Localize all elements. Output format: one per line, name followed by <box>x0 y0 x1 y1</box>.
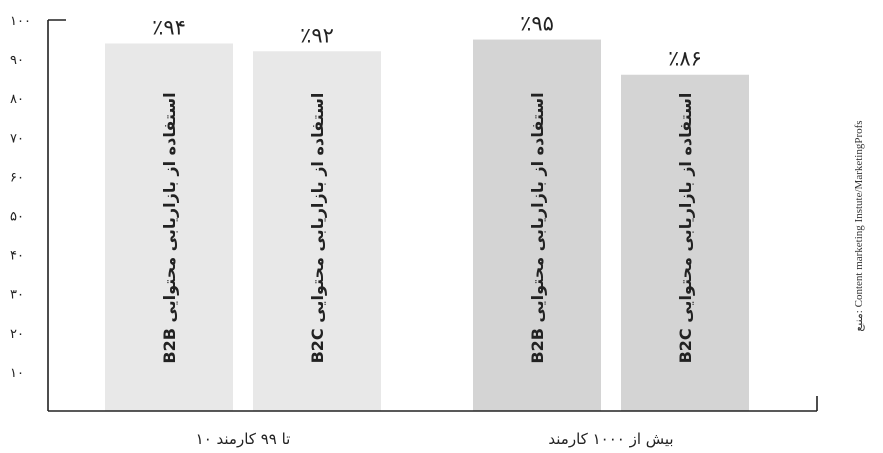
y-tick-label: ۹۰ <box>10 53 24 68</box>
bar-value-label: ٪۸۶ <box>668 47 702 71</box>
bar-value-label: ٪۹۴ <box>152 15 186 39</box>
y-tick-label: ۵۰ <box>10 210 24 225</box>
group-label: ۱۰ تا ۹۹ کارمند <box>196 430 291 448</box>
group-label: بیش از ۱۰۰۰ کارمند <box>548 430 673 448</box>
bar-inner-label: B2B استفاده از بازاریابی محتوایی <box>528 92 547 363</box>
bars <box>105 39 749 412</box>
y-tick-label: ۳۰ <box>10 288 24 303</box>
source-note: منبع: Content marketing Instute/Marketin… <box>853 120 865 331</box>
y-tick-label: ۴۰ <box>10 249 24 264</box>
y-tick-label: ۶۰ <box>10 170 24 185</box>
bar <box>105 43 233 412</box>
bar-value-label: ٪۹۵ <box>520 12 554 36</box>
bar-value-label: ٪۹۲ <box>300 23 334 47</box>
y-axis-ticks: ۱۰ ۲۰ ۳۰ ۴۰ ۵۰ ۶۰ ۷۰ ۸۰ ۹۰ ۱۰۰ <box>10 14 31 381</box>
y-tick-label: ۷۰ <box>10 131 24 146</box>
bar <box>253 51 381 411</box>
y-tick-label: ۱۰۰ <box>10 14 31 29</box>
bar <box>621 74 749 412</box>
bar <box>473 39 601 412</box>
bar-inner-label: B2C استفاده از بازاریابی محتوایی <box>308 93 327 364</box>
y-tick-label: ۸۰ <box>10 92 24 107</box>
bar-inner-label: B2B استفاده از بازاریابی محتوایی <box>160 92 179 363</box>
y-tick-label: ۱۰ <box>10 366 24 381</box>
bar-inner-label: B2C استفاده از بازاریابی محتوایی <box>676 93 695 364</box>
labels: ٪۹۴ B2B استفاده از بازاریابی محتوایی ٪۹۲ B2… <box>152 12 702 448</box>
axes <box>47 19 818 412</box>
y-tick-label: ۲۰ <box>10 327 24 342</box>
